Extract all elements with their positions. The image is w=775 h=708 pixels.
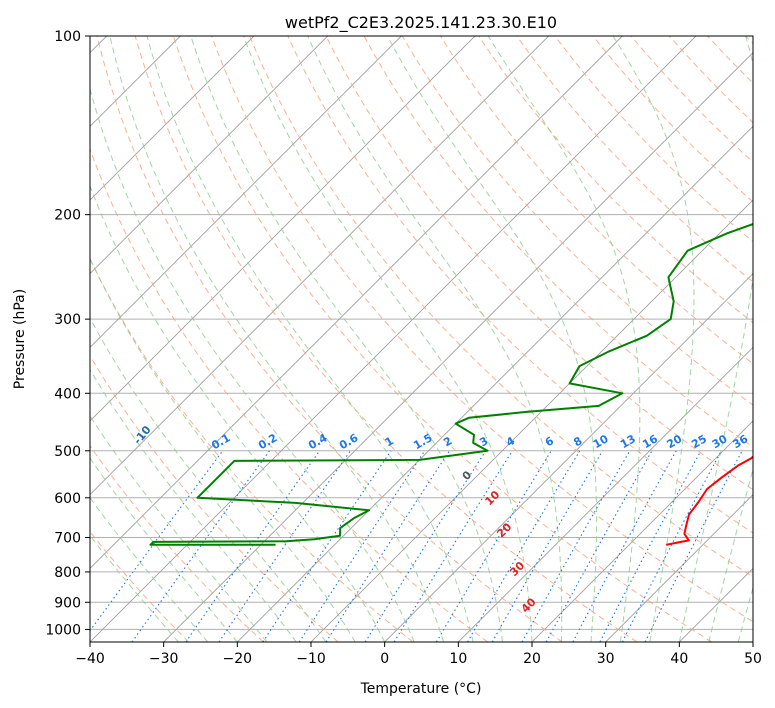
- mixing-ratio-line: [435, 450, 552, 642]
- isotherm-line: [90, 36, 402, 348]
- mixing-ratio-line: [572, 450, 677, 642]
- dry-adiabat-line: [592, 36, 753, 203]
- isotherm-line: [605, 494, 753, 642]
- y-tick-label: 200: [54, 208, 81, 224]
- y-tick-label: 100: [54, 29, 81, 45]
- x-tick-label: −30: [149, 651, 179, 667]
- x-tick-label: 0: [380, 651, 389, 667]
- y-tick-label: 600: [54, 491, 81, 507]
- x-axis-title: Temperature (°C): [360, 681, 482, 697]
- mixing-ratio-line: [325, 450, 451, 642]
- isotherm-line: [90, 36, 255, 201]
- thermo-lines-layer: [90, 36, 753, 642]
- mixing-ratio-line: [599, 450, 702, 642]
- moist-adiabat-line: [612, 36, 695, 642]
- y-tick-label: 1000: [45, 622, 81, 638]
- x-tick-label: 30: [597, 651, 615, 667]
- mixing-ratio-line: [364, 450, 487, 642]
- x-tick-label: −10: [296, 651, 326, 667]
- isotherm-line: [752, 641, 753, 642]
- y-axis-title: Pressure (hPa): [12, 289, 28, 389]
- moist-adiabat-line: [708, 467, 753, 642]
- moist-adiabat-line: [307, 36, 563, 642]
- mixing-ratio-line: [467, 450, 581, 642]
- y-tick-label: 500: [54, 444, 81, 460]
- moist-adiabat-line: [678, 36, 753, 642]
- moist-adiabat-line: [90, 497, 209, 642]
- mixing-ratio-line: [393, 450, 513, 642]
- plot-frame: [89, 35, 754, 643]
- moist-adiabat-line: [90, 457, 238, 642]
- dry-adiabat-line: [325, 36, 753, 491]
- moist-adiabat-line: [243, 36, 533, 642]
- y-tick-label: 400: [54, 386, 81, 402]
- x-tick-label: 20: [523, 651, 541, 667]
- dry-adiabat-line: [172, 36, 712, 642]
- mixing-ratio-line: [262, 450, 392, 642]
- moist-adiabat-line: [90, 184, 386, 642]
- x-tick-label: 10: [449, 651, 467, 667]
- moist-adiabat-line: [190, 36, 503, 642]
- mixing-ratio-line: [185, 450, 321, 642]
- isotherm-line: [237, 125, 753, 642]
- y-tick-label: 300: [54, 312, 81, 328]
- dry-adiabat-line: [478, 36, 753, 324]
- dry-adiabat-line: [363, 36, 753, 448]
- plot-background: [90, 36, 753, 642]
- moist-adiabat-line: [737, 585, 753, 642]
- x-tick-label: 50: [744, 651, 762, 667]
- dry-adiabat-line: [211, 36, 753, 623]
- temperature-profile-line: [665, 455, 753, 546]
- moist-adiabat-line: [90, 257, 356, 642]
- x-tick-label: 40: [670, 651, 688, 667]
- isotherm-line: [384, 273, 753, 642]
- moist-adiabat-line: [90, 316, 327, 642]
- isotherm-line: [90, 36, 476, 422]
- dry-adiabat-line: [401, 36, 753, 406]
- isotherm-line: [90, 36, 549, 496]
- dry-adiabat-line: [516, 36, 753, 283]
- dewpoint-profile-line: [149, 222, 753, 546]
- moist-adiabat-line: [109, 36, 445, 642]
- isotherm-line: [90, 36, 623, 569]
- moist-adiabat-line: [387, 36, 598, 642]
- axis-ticks-layer: −40 −30 −20 −10 0 10 20 30 40 50 1000 900 800 700 600 5…: [45, 29, 762, 667]
- series-layer: [149, 222, 753, 546]
- x-tick-label: −20: [223, 651, 253, 667]
- y-tick-label: 900: [54, 595, 81, 611]
- dry-adiabat-line: [249, 36, 753, 578]
- moist-adiabat-line: [146, 36, 474, 642]
- isotherm-line: [90, 36, 328, 275]
- moist-adiabat-line: [90, 534, 179, 642]
- moist-adiabat-line: [487, 36, 641, 642]
- y-tick-label: 800: [54, 565, 81, 581]
- moist-adiabat-line: [90, 414, 268, 642]
- mixing-ratio-line: [298, 450, 426, 642]
- y-tick-label: 700: [54, 531, 81, 547]
- mixing-ratio-line: [218, 450, 351, 642]
- moist-adiabat-line: [90, 368, 297, 642]
- dry-adiabat-line: [134, 36, 638, 642]
- chart-title: wetPf2_C2E3.2025.141.23.30.E10: [285, 13, 557, 33]
- dry-adiabat-line: [630, 36, 753, 163]
- dry-adiabat-line: [96, 36, 563, 642]
- x-tick-label: −40: [75, 651, 105, 667]
- moist-adiabat-line: [90, 87, 415, 642]
